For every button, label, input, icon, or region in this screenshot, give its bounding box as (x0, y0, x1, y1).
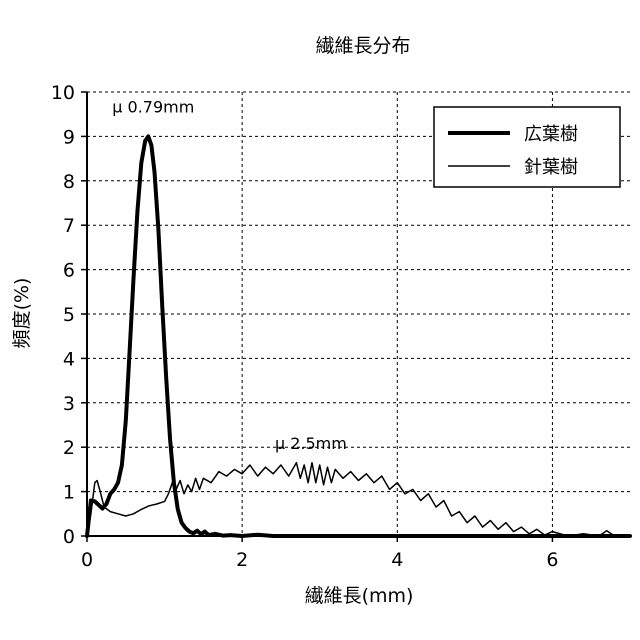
y-tick-label: 5 (63, 304, 75, 326)
mean-annotation: μ 0.79mm (112, 97, 194, 116)
legend: 広葉樹針葉樹 (434, 107, 620, 187)
y-tick-label: 6 (63, 260, 75, 282)
x-tick-label: 6 (546, 549, 558, 571)
legend-label: 広葉樹 (524, 124, 578, 145)
x-tick-label: 4 (391, 549, 403, 571)
y-tick-label: 0 (63, 526, 75, 548)
y-tick-label: 10 (51, 82, 75, 104)
mean-annotation: μ 2.5mm (275, 434, 347, 453)
y-tick-label: 2 (63, 437, 75, 459)
y-tick-label: 4 (63, 348, 75, 370)
x-tick-label: 2 (236, 549, 248, 571)
x-axis-label: 繊維長(mm) (305, 585, 414, 607)
y-axis-label: 頻度(%) (11, 278, 33, 349)
y-tick-label: 8 (63, 171, 75, 193)
legend-label: 針葉樹 (524, 157, 578, 178)
x-tick-label: 0 (81, 549, 93, 571)
y-tick-label: 7 (63, 215, 75, 237)
y-tick-label: 9 (63, 126, 75, 148)
y-tick-label: 3 (63, 393, 75, 415)
chart-title: 繊維長分布 (315, 35, 410, 57)
y-tick-label: 1 (63, 482, 75, 504)
